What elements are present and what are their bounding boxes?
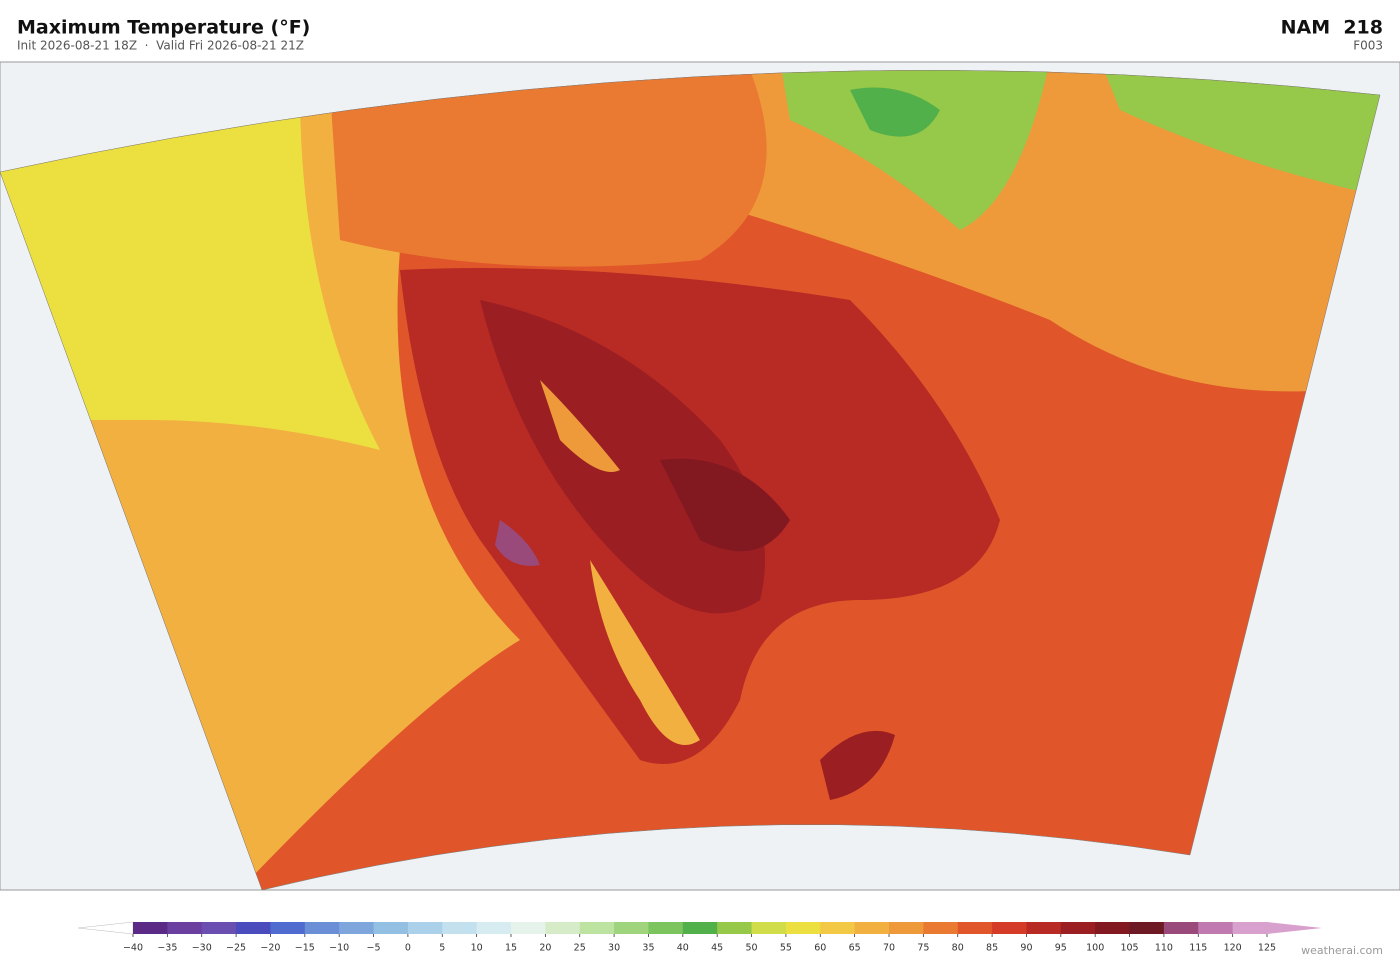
colorbar-segment bbox=[373, 922, 409, 934]
forecast-hour: F003 bbox=[1353, 39, 1383, 53]
title: Maximum Temperature (°F) bbox=[17, 17, 310, 39]
colorbar-tick-label: −30 bbox=[192, 943, 212, 954]
colorbar-tick-label: 60 bbox=[814, 943, 826, 954]
colorbar-segment bbox=[236, 922, 271, 934]
colorbar-segment bbox=[614, 922, 649, 934]
colorbar-segment bbox=[201, 922, 237, 934]
colorbar-tick-label: 15 bbox=[505, 943, 517, 954]
colorbar-segment bbox=[1026, 922, 1062, 934]
colorbar-segment bbox=[923, 922, 959, 934]
colorbar-tick-label: −15 bbox=[295, 943, 315, 954]
colorbar-tick-label: 100 bbox=[1086, 943, 1104, 954]
colorbar-segment bbox=[957, 922, 993, 934]
model: NAM 218 bbox=[1281, 17, 1383, 39]
colorbar-tick-label: 120 bbox=[1224, 943, 1242, 954]
colorbar-segment bbox=[820, 922, 856, 934]
colorbar-tick-label: 40 bbox=[677, 943, 689, 954]
colorbar-segment bbox=[339, 922, 375, 934]
colorbar-tick-label: 20 bbox=[539, 943, 551, 954]
colorbar-tick-label: 80 bbox=[952, 943, 964, 954]
colorbar-tick-label: 10 bbox=[471, 943, 483, 954]
colorbar-tick-label: 125 bbox=[1258, 943, 1276, 954]
colorbar-segment bbox=[648, 922, 684, 934]
colorbar-tick-label: 55 bbox=[780, 943, 792, 954]
colorbar-segment bbox=[1163, 922, 1199, 934]
colorbar-segment bbox=[270, 922, 306, 934]
colorbar-tick-label: 105 bbox=[1120, 943, 1138, 954]
colorbar-tick-label: 5 bbox=[439, 943, 445, 954]
colorbar-segment bbox=[751, 922, 787, 934]
colorbar-segment bbox=[511, 922, 546, 934]
colorbar-tick-label: 85 bbox=[986, 943, 998, 954]
colorbar-segment bbox=[785, 922, 821, 934]
colorbar-tick-label: 90 bbox=[1020, 943, 1032, 954]
colorbar-segment bbox=[854, 922, 890, 934]
colorbar-tick-label: −35 bbox=[157, 943, 177, 954]
colorbar-segment bbox=[545, 922, 581, 934]
temperature-field bbox=[0, 70, 1380, 890]
colorbar: −40 −35 −30 −25 −20 −15 −10 −5 0 5 10 15 20 25 30 35 40 4… bbox=[77, 921, 1322, 954]
colorbar-segment bbox=[992, 922, 1027, 934]
colorbar-tick-label: 30 bbox=[608, 943, 620, 954]
colorbar-under bbox=[77, 921, 134, 935]
colorbar-over bbox=[1267, 922, 1322, 934]
colorbar-tick-label: 95 bbox=[1055, 943, 1067, 954]
colorbar-segment bbox=[304, 922, 340, 934]
colorbar-tick-label: 115 bbox=[1189, 943, 1207, 954]
colorbar-segment bbox=[133, 922, 168, 934]
colorbar-tick-label: −5 bbox=[367, 943, 381, 954]
colorbar-tick-label: 45 bbox=[711, 943, 723, 954]
colorbar-segment bbox=[1095, 922, 1131, 934]
colorbar-segment bbox=[407, 922, 443, 934]
credit: weatherai.com bbox=[1301, 944, 1383, 957]
colorbar-segment bbox=[476, 922, 512, 934]
domain-outline bbox=[0, 70, 1381, 891]
colorbar-segment bbox=[167, 922, 203, 934]
colorbar-tick-label: 25 bbox=[574, 943, 586, 954]
colorbar-segment bbox=[889, 922, 924, 934]
colorbar-segment bbox=[1198, 922, 1234, 934]
colorbar-tick-label: 50 bbox=[745, 943, 757, 954]
colorbar-tick-label: −10 bbox=[329, 943, 349, 954]
colorbar-tick-label: 65 bbox=[849, 943, 861, 954]
colorbar-segment bbox=[1129, 922, 1165, 934]
colorbar-segment bbox=[717, 922, 753, 934]
colorbar-tick-label: 0 bbox=[405, 943, 411, 954]
colorbar-segment bbox=[579, 922, 615, 934]
colorbar-segment bbox=[1060, 922, 1096, 934]
colorbar-segment bbox=[442, 922, 478, 934]
subtitle: Init 2026-08-21 18Z · Valid Fri 2026-08-… bbox=[17, 39, 304, 53]
colorbar-tick-label: 35 bbox=[642, 943, 654, 954]
colorbar-tick-label: −25 bbox=[226, 943, 246, 954]
colorbar-segment bbox=[682, 922, 718, 934]
colorbar-tick-label: −40 bbox=[123, 943, 143, 954]
map bbox=[0, 61, 1400, 891]
colorbar-tick-label: −20 bbox=[260, 943, 280, 954]
colorbar-tick-label: 110 bbox=[1155, 943, 1173, 954]
colorbar-tick-label: 70 bbox=[883, 943, 895, 954]
colorbar-tick-label: 75 bbox=[917, 943, 929, 954]
colorbar-segment bbox=[1232, 922, 1268, 934]
